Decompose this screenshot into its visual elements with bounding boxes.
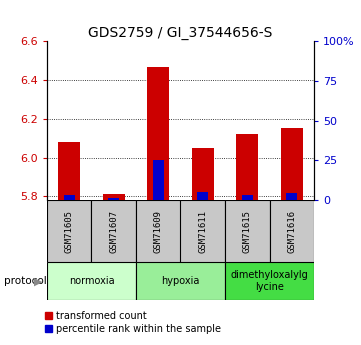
Bar <box>280 128 303 200</box>
Text: dimethyloxalylg
lycine: dimethyloxalylg lycine <box>231 270 308 292</box>
Bar <box>270 200 314 262</box>
Text: GSM71615: GSM71615 <box>243 210 252 253</box>
Bar <box>153 160 164 200</box>
Legend: transformed count, percentile rank within the sample: transformed count, percentile rank withi… <box>44 311 221 334</box>
Bar <box>180 200 225 262</box>
Text: ▶: ▶ <box>34 276 43 286</box>
Bar <box>47 200 91 262</box>
Bar <box>64 195 75 200</box>
Bar <box>147 67 169 200</box>
Text: hypoxia: hypoxia <box>161 276 200 286</box>
Text: GSM71607: GSM71607 <box>109 210 118 253</box>
Bar <box>225 200 270 262</box>
Bar <box>225 262 314 300</box>
Title: GDS2759 / GI_37544656-S: GDS2759 / GI_37544656-S <box>88 26 273 40</box>
Text: protocol: protocol <box>4 276 46 286</box>
Bar <box>103 194 125 200</box>
Bar <box>236 134 258 200</box>
Text: GSM71605: GSM71605 <box>65 210 74 253</box>
Bar <box>91 200 136 262</box>
Bar <box>197 192 208 200</box>
Text: GSM71616: GSM71616 <box>287 210 296 253</box>
Bar <box>58 142 80 200</box>
Text: normoxia: normoxia <box>69 276 114 286</box>
Bar <box>136 262 225 300</box>
Bar <box>136 200 180 262</box>
Bar <box>47 262 136 300</box>
Bar <box>242 195 253 200</box>
Text: GSM71611: GSM71611 <box>198 210 207 253</box>
Bar <box>108 198 119 200</box>
Text: GSM71609: GSM71609 <box>154 210 163 253</box>
Bar <box>286 193 297 200</box>
Bar <box>192 148 214 200</box>
